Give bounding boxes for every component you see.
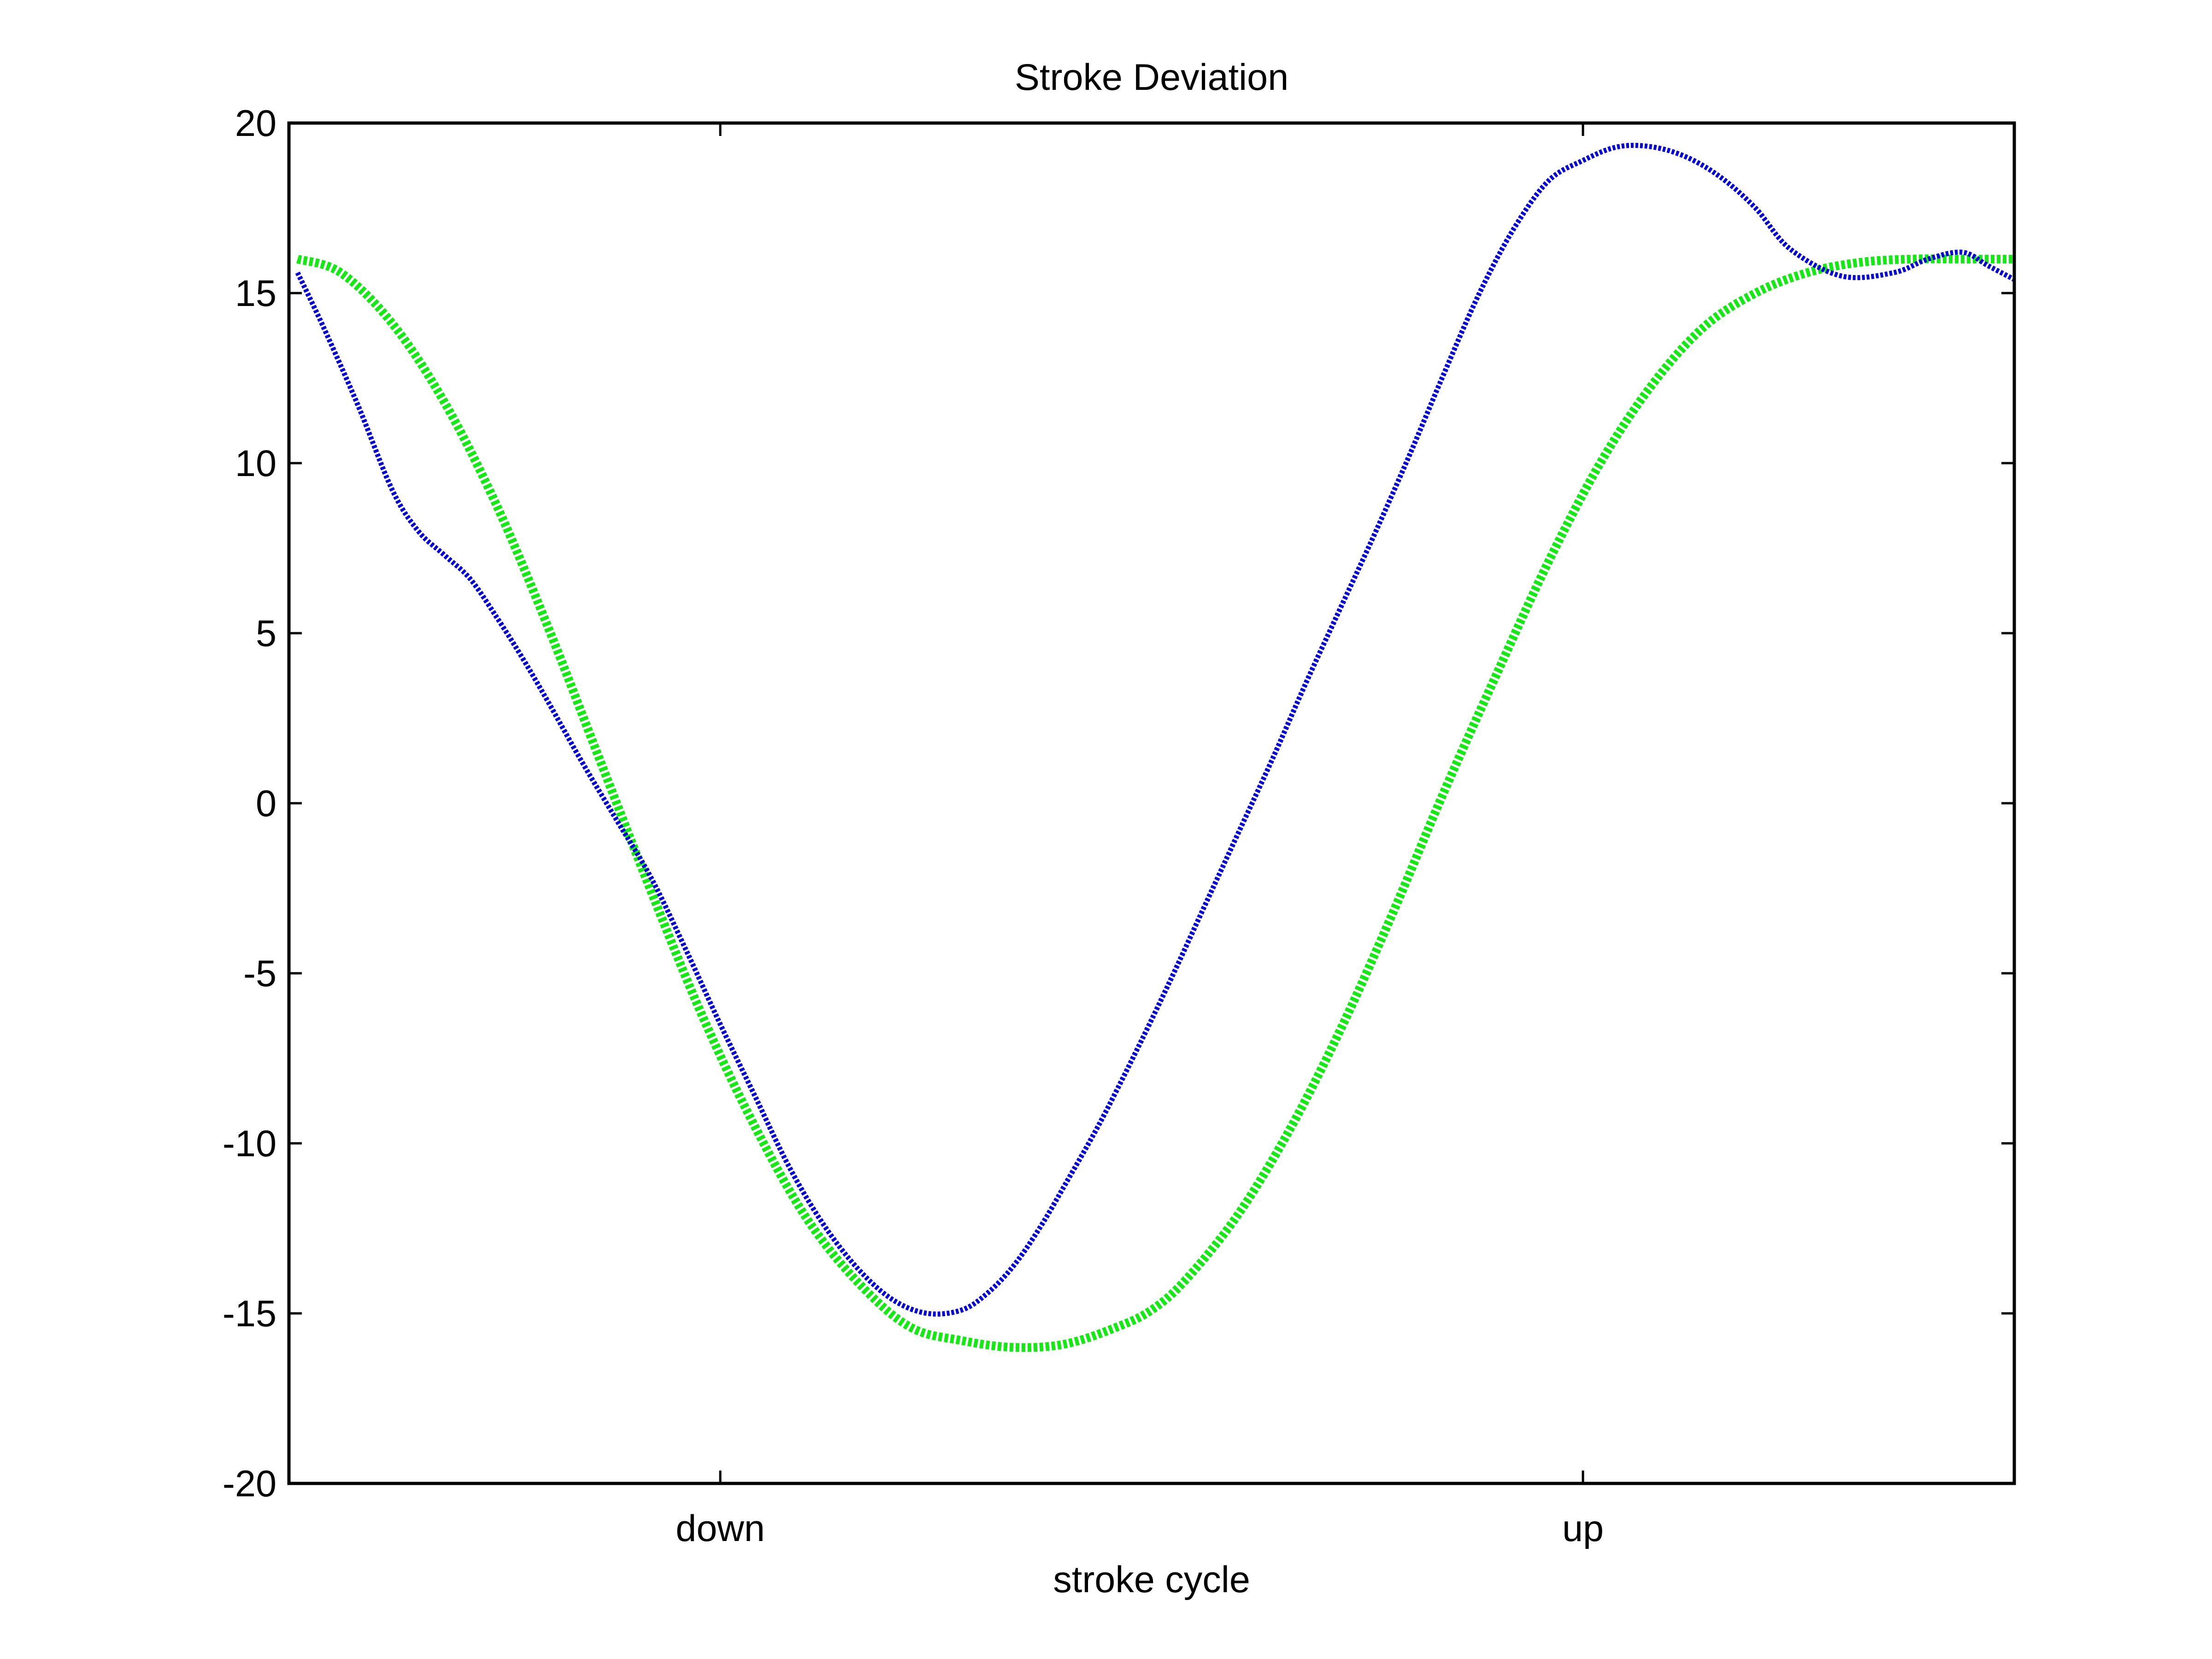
x-tick-label: down <box>676 1508 765 1549</box>
y-tick-label: 0 <box>256 783 276 824</box>
y-tick-label: -5 <box>243 953 276 994</box>
series-line-1 <box>295 142 2016 1317</box>
y-tick-label: -15 <box>223 1293 276 1335</box>
x-tick-label: up <box>1562 1508 1604 1549</box>
x-axis: down up <box>676 123 1604 1549</box>
y-tick-label: -20 <box>223 1463 276 1505</box>
plot-area-frame <box>287 121 2016 1485</box>
series-layer <box>295 142 2016 1352</box>
y-tick-label: 20 <box>235 103 276 144</box>
y-tick-label: -10 <box>223 1123 276 1165</box>
x-axis-label: stroke cycle <box>1053 1559 1250 1600</box>
y-tick-label: 5 <box>256 613 276 654</box>
series-line-2 <box>296 254 2014 1352</box>
chart-title: Stroke Deviation <box>1015 57 1288 98</box>
y-axis: -20 -15 -10 -5 0 5 10 15 20 <box>223 103 2014 1505</box>
y-tick-label: 10 <box>235 443 276 484</box>
y-tick-label: 15 <box>235 273 276 314</box>
